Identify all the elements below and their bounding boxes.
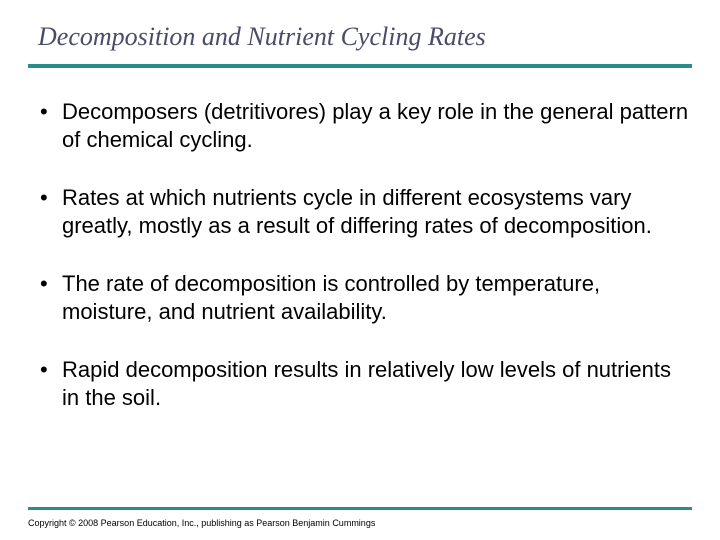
slide-container: Decomposition and Nutrient Cycling Rates… <box>0 0 720 540</box>
bullet-item: • Decomposers (detritivores) play a key … <box>36 98 692 154</box>
bullet-marker: • <box>36 98 62 126</box>
slide-title: Decomposition and Nutrient Cycling Rates <box>28 22 692 64</box>
bullet-item: • Rates at which nutrients cycle in diff… <box>36 184 692 240</box>
bullet-text: Rates at which nutrients cycle in differ… <box>62 184 692 240</box>
bullet-text: Decomposers (detritivores) play a key ro… <box>62 98 692 154</box>
bullet-item: • The rate of decomposition is controlle… <box>36 270 692 326</box>
bullet-text: The rate of decomposition is controlled … <box>62 270 692 326</box>
bullet-list: • Decomposers (detritivores) play a key … <box>28 98 692 412</box>
bullet-marker: • <box>36 184 62 212</box>
bullet-marker: • <box>36 356 62 384</box>
copyright-text: Copyright © 2008 Pearson Education, Inc.… <box>28 518 375 528</box>
bullet-item: • Rapid decomposition results in relativ… <box>36 356 692 412</box>
title-rule <box>28 64 692 68</box>
bullet-text: Rapid decomposition results in relativel… <box>62 356 692 412</box>
footer-rule <box>28 507 692 510</box>
bullet-marker: • <box>36 270 62 298</box>
